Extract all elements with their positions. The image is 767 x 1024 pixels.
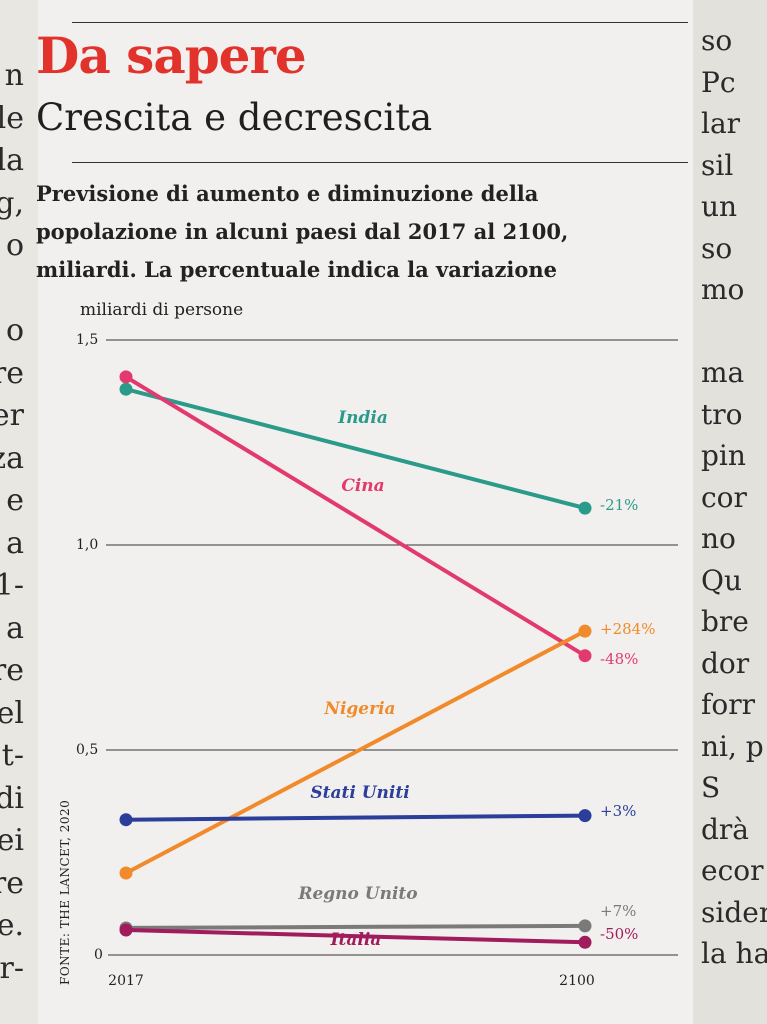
adjacent-text-fragment: di — [0, 780, 24, 816]
adjacent-text-fragment: er- — [0, 950, 24, 986]
y-tick-label: 1,5 — [76, 332, 98, 348]
adjacent-text-fragment: dor — [701, 646, 750, 680]
adjacent-text-fragment: g, — [0, 185, 24, 221]
change-label-india: -21% — [600, 496, 638, 514]
adjacent-text-fragment: bre — [701, 605, 749, 638]
data-point-india-2017 — [119, 382, 133, 396]
data-point-italia-2100 — [578, 935, 592, 949]
adjacent-text-fragment: ecor — [701, 854, 764, 887]
adjacent-text-fragment: Qu — [701, 563, 742, 597]
data-point-italia-2017 — [119, 923, 133, 937]
adjacent-text-fragment: no — [701, 522, 736, 555]
change-label-italia: -50% — [600, 925, 638, 943]
adjacent-text-fragment: a — [6, 525, 24, 561]
adjacent-text-fragment: Pc — [701, 65, 736, 99]
adjacent-text-fragment: re — [0, 865, 24, 901]
adjacent-text-fragment: la ha — [701, 937, 767, 970]
series-line-italia — [124, 927, 587, 945]
adjacent-text-fragment: le — [0, 100, 24, 136]
chart-subtitle: Previsione di aumento e diminuzione dell… — [36, 181, 569, 282]
adjacent-text-fragment: el — [0, 695, 24, 731]
adjacent-text-fragment: un — [701, 190, 738, 223]
adjacent-text-fragment: lar — [701, 107, 741, 140]
adjacent-text-fragment: mo — [701, 273, 745, 306]
data-point-regno_unito-2100 — [578, 919, 592, 933]
y-tick-label: 0,5 — [76, 742, 98, 758]
adjacent-text-fragment: ei — [0, 823, 24, 858]
adjacent-text-fragment: tro — [701, 397, 743, 431]
series-line-cina — [124, 374, 587, 658]
adjacent-text-fragment: 1- — [0, 568, 24, 603]
y-tick-label: 1,0 — [76, 537, 98, 553]
adjacent-text-fragment: drà — [701, 812, 750, 846]
adjacent-text-right: so Pc lar sil un so mo ma tro pin cor no Qu bre dor for… — [693, 0, 767, 1024]
series-line-regno_unito — [124, 923, 587, 930]
adjacent-text-fragment: t- — [1, 738, 24, 773]
adjacent-text-fragment: a — [6, 610, 24, 646]
adjacent-text-fragment: ni, p — [701, 729, 764, 763]
adjacent-text-fragment: sil — [701, 148, 734, 182]
adjacent-text-fragment: e — [6, 483, 24, 518]
adjacent-text-fragment: forr — [701, 688, 755, 721]
kicker-heading: Da sapere — [36, 26, 307, 85]
change-label-stati_uniti: +3% — [600, 802, 636, 820]
series-label-italia: Italia — [330, 930, 382, 950]
change-label-regno_unito: +7% — [600, 902, 636, 920]
series-line-nigeria — [124, 629, 587, 875]
adjacent-text-fragment: re. — [0, 908, 24, 943]
adjacent-text-fragment: n — [4, 58, 24, 93]
change-label-nigeria: +284% — [600, 620, 655, 638]
title-rule — [72, 162, 688, 163]
adjacent-text-fragment: re — [0, 653, 24, 688]
adjacent-text-fragment: er — [0, 398, 24, 433]
series-label-india: India — [337, 408, 388, 428]
series-label-nigeria: Nigeria — [323, 699, 395, 719]
series-label-stati_uniti: Stati Uniti — [310, 783, 409, 803]
adjacent-text-fragment: pin — [701, 439, 746, 472]
data-point-stati_uniti-2100 — [578, 809, 592, 823]
adjacent-text-fragment: ma — [701, 356, 745, 389]
data-point-stati_uniti-2017 — [119, 813, 133, 827]
series-label-cina: Cina — [341, 476, 384, 496]
data-point-cina-2100 — [578, 649, 592, 663]
change-label-cina: -48% — [600, 650, 638, 668]
data-point-nigeria-2017 — [119, 866, 133, 880]
adjacent-text-fragment: sider — [701, 895, 767, 929]
data-point-india-2100 — [578, 501, 592, 515]
y-axis-label: miliardi di persone — [80, 300, 244, 320]
adjacent-text-fragment: re — [0, 355, 24, 391]
top-rule — [72, 22, 688, 23]
series-label-regno_unito: Regno Unito — [297, 884, 417, 904]
x-tick-label: 2017 — [108, 973, 144, 989]
y-tick-label: 0 — [94, 947, 103, 963]
adjacent-text-fragment: S — [701, 771, 721, 804]
adjacent-text-fragment: o — [5, 313, 24, 348]
adjacent-text-fragment: o — [5, 228, 24, 263]
adjacent-text-fragment: la — [0, 143, 24, 178]
data-point-nigeria-2100 — [578, 624, 592, 638]
series-line-india — [124, 387, 587, 511]
data-point-cina-2017 — [119, 370, 133, 384]
x-tick-label: 2100 — [559, 973, 595, 989]
adjacent-text-fragment: cor — [701, 480, 747, 514]
chart-title: Crescita e decrescita — [36, 96, 433, 139]
adjacent-text-fragment: so — [701, 24, 733, 57]
adjacent-text-fragment: so — [701, 231, 733, 265]
series-line-stati_uniti — [124, 813, 587, 822]
adjacent-text-fragment: za — [0, 440, 24, 476]
